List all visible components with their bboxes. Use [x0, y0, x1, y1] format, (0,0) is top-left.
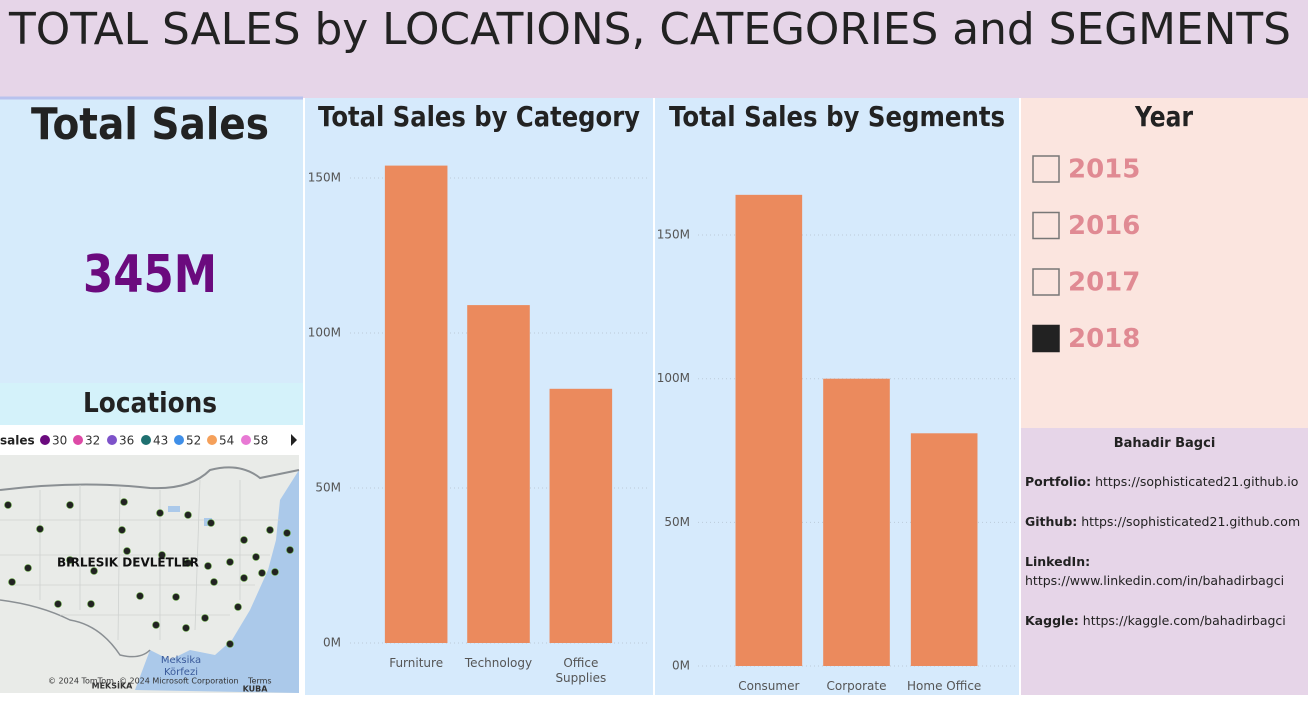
map-points — [4, 498, 294, 648]
y-tick-label: 0M — [672, 659, 690, 673]
map-label: Meksika — [161, 655, 201, 666]
map-label: BIRLESIK DEVLETLER — [57, 556, 199, 570]
legend-swatch — [107, 435, 117, 445]
legend-label: 54 — [219, 434, 234, 448]
legend-swatch — [174, 435, 184, 445]
map-label: MEKSİKA — [92, 681, 134, 691]
profile-label: LinkedIn: — [1025, 554, 1091, 569]
slicer-panel — [1021, 98, 1308, 428]
map-title-bg — [0, 383, 303, 425]
y-tick-label: 50M — [664, 515, 690, 529]
legend-scroll[interactable] — [291, 434, 297, 446]
x-tick-label: Technology — [464, 656, 533, 670]
legend-swatch — [40, 435, 50, 445]
legend-swatch — [141, 435, 151, 445]
map-terms: Terms — [247, 677, 272, 686]
profile: Bahadir Bagci Portfolio: https://sophisti… — [1021, 428, 1308, 695]
y-tick-label: 0M — [323, 636, 341, 650]
legend-swatch — [207, 435, 217, 445]
slicer-title: Year — [1134, 100, 1193, 133]
bar — [467, 305, 530, 643]
profile-link[interactable]: https://www.linkedin.com/in/bahadirbagci — [1025, 573, 1285, 588]
page-title: TOTAL SALES by LOCATIONS, CATEGORIES and… — [8, 4, 1291, 55]
legend-label: 58 — [253, 434, 268, 448]
checkbox[interactable] — [1032, 211, 1060, 240]
bar — [735, 194, 803, 666]
legend-swatch — [73, 435, 83, 445]
y-tick-label: 100M — [308, 326, 341, 340]
kpi-bg — [0, 98, 303, 383]
profile-label: Portfolio: — [1025, 474, 1092, 489]
header-bg — [0, 0, 1308, 98]
legend-title: sales — [0, 434, 35, 448]
checkbox[interactable] — [1032, 155, 1060, 183]
slicer-label[interactable]: 2015 — [1068, 155, 1140, 185]
bar — [549, 388, 613, 643]
legend-label: 36 — [119, 434, 134, 448]
y-tick-label: 100M — [657, 371, 690, 385]
legend-swatch — [241, 435, 251, 445]
profile-link[interactable]: https://sophisticated21.github.io — [1095, 474, 1299, 489]
profile-row: LinkedIn: https://www.linkedin.com/in/ba… — [1025, 552, 1308, 590]
profile-row: Portfolio: https://sophisticated21.githu… — [1025, 472, 1308, 491]
map-label: KUBA — [243, 685, 269, 694]
profile-label: Github: — [1025, 514, 1078, 529]
bar — [910, 433, 978, 666]
map-label: Körfezi — [164, 667, 198, 678]
slicer-label[interactable]: 2017 — [1068, 268, 1140, 298]
slicer-label[interactable]: 2016 — [1068, 211, 1140, 241]
map-title: Locations — [83, 386, 217, 419]
chart-title: Total Sales by Segments — [669, 100, 1005, 133]
checkbox[interactable] — [1032, 324, 1060, 353]
profile-link[interactable]: https://sophisticated21.github.com — [1081, 514, 1301, 529]
y-tick-label: 50M — [315, 481, 341, 495]
chart-title: Total Sales by Category — [318, 100, 640, 133]
x-tick-label: Office Supplies — [555, 656, 607, 685]
slicer-label[interactable]: 2018 — [1068, 324, 1140, 354]
profile-label: Kaggle: — [1025, 613, 1079, 628]
kpi-value: 345M — [83, 245, 217, 305]
y-tick-label: 150M — [657, 228, 690, 242]
bar — [384, 165, 448, 643]
legend-label: 52 — [186, 434, 201, 448]
map-attribution: © 2024 TomTom, © 2024 Microsoft Corporat… — [48, 677, 239, 686]
kpi-label: Total Sales — [31, 99, 269, 150]
checkbox[interactable] — [1032, 268, 1060, 296]
profile-row: Kaggle: https://kaggle.com/bahadirbagci — [1025, 611, 1308, 630]
legend-label: 30 — [52, 434, 67, 448]
legend-label: 32 — [85, 434, 100, 448]
y-tick-label: 150M — [308, 171, 341, 185]
map-image — [0, 455, 300, 693]
profile-link[interactable]: https://kaggle.com/bahadirbagci — [1082, 613, 1286, 628]
x-tick-label: Corporate — [826, 679, 887, 693]
profile-panel — [1021, 428, 1308, 695]
x-tick-label: Furniture — [389, 656, 444, 670]
x-tick-label: Consumer — [738, 679, 800, 693]
legend-label: 43 — [153, 434, 168, 448]
profile-name: Bahadir Bagci — [1113, 436, 1216, 451]
profile-row: Github: https://sophisticated21.github.c… — [1025, 512, 1308, 531]
bar — [823, 378, 890, 666]
x-tick-label: Home Office — [907, 679, 982, 693]
